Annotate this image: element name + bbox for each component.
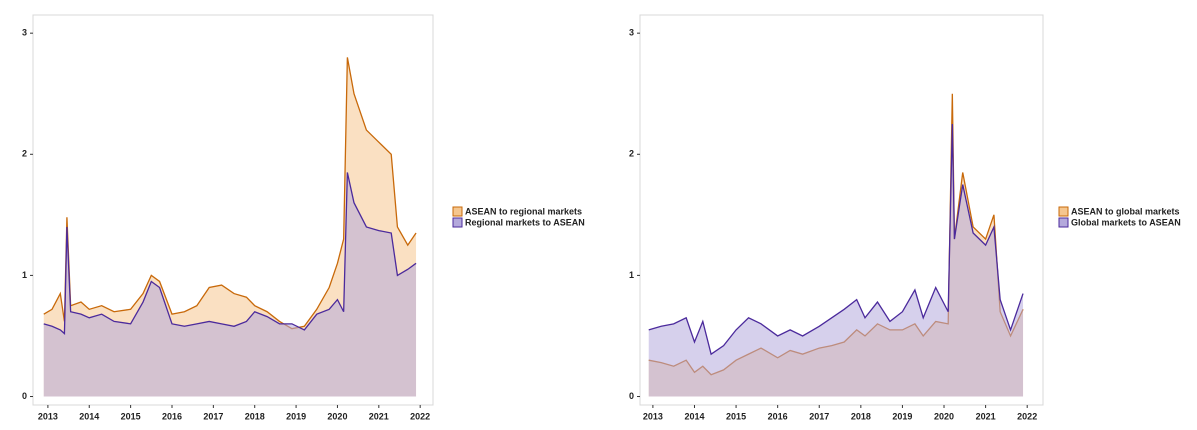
- x-tick-label: 2022: [410, 411, 430, 421]
- y-tick-label: 2: [22, 149, 27, 159]
- x-tick-label: 2019: [286, 411, 306, 421]
- legend-swatch: [452, 206, 463, 217]
- y-tick-label: 1: [629, 270, 634, 280]
- x-tick-label: 2014: [79, 411, 99, 421]
- x-tick-label: 2013: [38, 411, 58, 421]
- line: [43, 57, 417, 330]
- x-tick-label: 2013: [643, 411, 663, 421]
- x-tick-label: 2016: [162, 411, 182, 421]
- plot-frame: [639, 14, 1044, 406]
- line: [43, 172, 417, 335]
- x-tick-label: 2015: [726, 411, 746, 421]
- area: [43, 172, 417, 397]
- x-tick-label: 2014: [684, 411, 704, 421]
- x-tick-label: 2021: [976, 411, 996, 421]
- x-tick-label: 2018: [245, 411, 265, 421]
- legend-label: Global markets to ASEAN: [1071, 217, 1181, 227]
- x-tick-label: 2018: [851, 411, 871, 421]
- y-tick-label: 2: [629, 149, 634, 159]
- y-tick-label: 3: [22, 28, 27, 38]
- legend-swatch: [452, 217, 463, 228]
- x-tick-label: 2015: [121, 411, 141, 421]
- area: [648, 124, 1024, 397]
- legend-label: Regional markets to ASEAN: [465, 217, 585, 227]
- y-tick-label: 0: [22, 391, 27, 401]
- legend-label: ASEAN to regional markets: [465, 206, 582, 216]
- y-tick-label: 1: [22, 270, 27, 280]
- x-tick-label: 2016: [768, 411, 788, 421]
- x-tick-label: 2022: [1017, 411, 1037, 421]
- line: [648, 123, 1024, 356]
- x-tick-label: 2021: [369, 411, 389, 421]
- y-tick-label: 0: [629, 391, 634, 401]
- x-tick-label: 2020: [327, 411, 347, 421]
- legend-swatch: [1058, 217, 1069, 228]
- x-tick-label: 2017: [809, 411, 829, 421]
- legend-label: ASEAN to global markets: [1071, 206, 1180, 216]
- legend-swatch: [1058, 206, 1069, 217]
- x-tick-label: 2019: [892, 411, 912, 421]
- y-tick-label: 3: [629, 28, 634, 38]
- x-tick-label: 2017: [203, 411, 223, 421]
- plot-frame: [32, 14, 434, 406]
- x-tick-label: 2020: [934, 411, 954, 421]
